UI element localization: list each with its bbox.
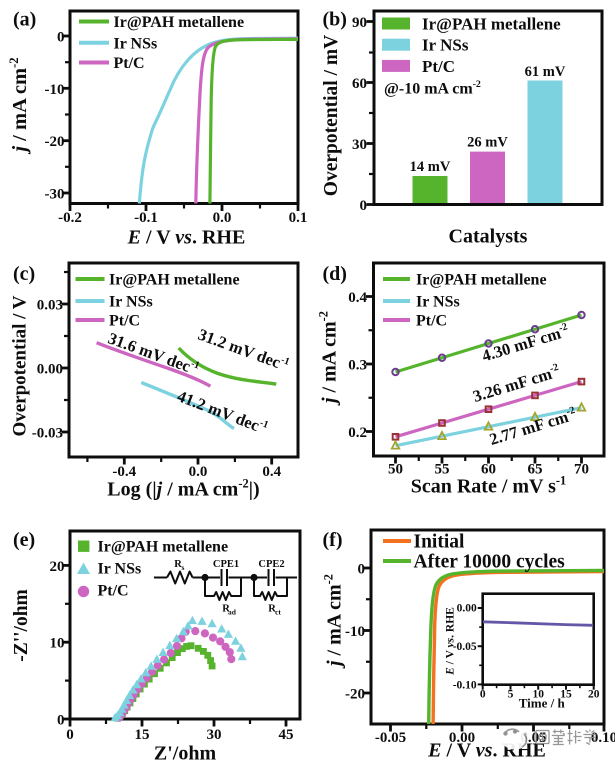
svg-text:R: R: [174, 559, 182, 570]
svg-text:0.4: 0.4: [262, 464, 281, 480]
svg-text:60: 60: [352, 76, 367, 92]
svg-text:j / mA cm-2: j / mA cm-2: [317, 311, 341, 406]
svg-text:0: 0: [358, 562, 366, 578]
svg-text:Pt/C: Pt/C: [114, 55, 145, 72]
svg-text:0.2: 0.2: [348, 425, 367, 441]
svg-text:-0.05: -0.05: [375, 730, 406, 746]
svg-text:Pt/C: Pt/C: [98, 583, 129, 600]
svg-text:15: 15: [135, 727, 150, 743]
svg-text:R: R: [222, 604, 230, 615]
svg-text:@-10 mA cm-2: @-10 mA cm-2: [384, 79, 481, 97]
svg-text:Initial: Initial: [414, 532, 466, 553]
svg-text:Ir@PAH metallene: Ir@PAH metallene: [98, 539, 229, 556]
svg-text:0.00: 0.00: [37, 362, 63, 378]
svg-text:CPE2: CPE2: [258, 559, 284, 570]
svg-text:61 mV: 61 mV: [525, 64, 566, 80]
svg-text:0.0: 0.0: [189, 464, 208, 480]
svg-text:0.4: 0.4: [348, 290, 367, 306]
svg-text:(a): (a): [13, 9, 36, 31]
svg-text:0.0: 0.0: [213, 210, 232, 226]
svg-text:0.10: 0.10: [591, 730, 615, 746]
svg-text:Overpotential / mV: Overpotential / mV: [321, 35, 342, 196]
svg-text:After 10000 cycles: After 10000 cycles: [414, 552, 566, 573]
svg-text:26 mV: 26 mV: [467, 135, 508, 151]
svg-text:Ir@PAH metallene: Ir@PAH metallene: [109, 272, 240, 289]
svg-text:55: 55: [435, 462, 450, 478]
svg-text:(d): (d): [323, 263, 347, 285]
svg-text:65: 65: [528, 462, 543, 478]
svg-text:0: 0: [360, 198, 368, 214]
svg-text:Z'/ohm: Z'/ohm: [154, 743, 217, 765]
svg-text:45: 45: [279, 727, 294, 743]
svg-text:-20: -20: [45, 134, 65, 150]
svg-text:70: 70: [574, 462, 589, 478]
svg-text:Ir NSs: Ir NSs: [98, 561, 142, 578]
svg-text:CPE1: CPE1: [213, 559, 239, 570]
svg-text:20: 20: [50, 559, 65, 575]
svg-text:60: 60: [481, 462, 496, 478]
svg-text:Ir@PAH metallene: Ir@PAH metallene: [114, 14, 245, 31]
svg-text:-0.2: -0.2: [58, 210, 82, 226]
svg-text:0: 0: [66, 727, 74, 743]
svg-text:0: 0: [57, 713, 65, 729]
svg-text:-10: -10: [345, 624, 365, 640]
svg-text:0.00: 0.00: [449, 730, 475, 746]
svg-text:E / V vs. RHE: E / V vs. RHE: [427, 740, 546, 762]
svg-text:R: R: [268, 604, 276, 615]
svg-text:-0.03: -0.03: [32, 426, 63, 442]
svg-text:E / V vs. RHE: E / V vs. RHE: [127, 227, 246, 249]
svg-text:20: 20: [588, 689, 600, 701]
svg-text:0: 0: [480, 689, 486, 701]
svg-text:Pt/C: Pt/C: [109, 313, 140, 330]
svg-text:15: 15: [560, 689, 572, 701]
svg-text:(e): (e): [13, 529, 35, 551]
svg-text:Ir NSs: Ir NSs: [109, 294, 153, 311]
svg-text:30: 30: [352, 137, 367, 153]
svg-text:0: 0: [57, 30, 65, 46]
svg-text:-20: -20: [345, 687, 365, 703]
svg-text:Catalysts: Catalysts: [449, 226, 528, 248]
svg-text:Time / h: Time / h: [519, 696, 566, 711]
svg-text:-10: -10: [45, 82, 65, 98]
svg-text:10: 10: [50, 636, 65, 652]
svg-text:0.03: 0.03: [37, 298, 63, 314]
svg-text:-0.05: -0.05: [453, 641, 477, 653]
svg-text:Ir NSs: Ir NSs: [422, 36, 469, 55]
svg-text:-Z''/ohm: -Z''/ohm: [11, 589, 32, 662]
svg-text:Pt/C: Pt/C: [416, 313, 447, 330]
svg-text:90: 90: [352, 15, 367, 31]
svg-text:Log (|j / mA cm-2|): Log (|j / mA cm-2|): [107, 477, 259, 501]
svg-text:30: 30: [207, 727, 222, 743]
svg-text:s: s: [182, 563, 185, 572]
svg-text:ct: ct: [275, 608, 281, 617]
svg-text:E / V vs. RHE: E / V vs. RHE: [445, 607, 457, 676]
svg-text:0.1: 0.1: [289, 210, 308, 226]
svg-text:(c): (c): [13, 263, 35, 285]
svg-text:-0.1: -0.1: [134, 210, 158, 226]
svg-text:50: 50: [388, 462, 403, 478]
svg-text:Overpotential / V: Overpotential / V: [10, 295, 31, 436]
svg-text:Ir@PAH metallene: Ir@PAH metallene: [416, 272, 547, 289]
svg-text:j / mA cm-2: j / mA cm-2: [322, 574, 346, 669]
svg-text:5: 5: [508, 689, 514, 701]
svg-text:-0.4: -0.4: [112, 464, 136, 480]
svg-text:-0.10: -0.10: [453, 679, 477, 691]
svg-text:Ir NSs: Ir NSs: [416, 294, 460, 311]
svg-text:ad: ad: [228, 608, 237, 617]
svg-text:-30: -30: [45, 187, 65, 203]
svg-text:0.3: 0.3: [348, 358, 367, 374]
svg-text:Ir NSs: Ir NSs: [114, 35, 158, 52]
svg-text:0.00: 0.00: [457, 603, 477, 615]
svg-text:(b): (b): [323, 9, 347, 31]
svg-text:14 mV: 14 mV: [410, 159, 451, 175]
svg-text:Ir@PAH metallene: Ir@PAH metallene: [422, 15, 561, 34]
svg-text:j / mA cm-2: j / mA cm-2: [7, 57, 31, 154]
svg-text:10: 10: [532, 689, 544, 701]
svg-text:(f): (f): [323, 529, 343, 551]
svg-text:Pt/C: Pt/C: [422, 57, 455, 76]
svg-text:Scan Rate / mV s-1: Scan Rate / mV s-1: [411, 474, 567, 498]
